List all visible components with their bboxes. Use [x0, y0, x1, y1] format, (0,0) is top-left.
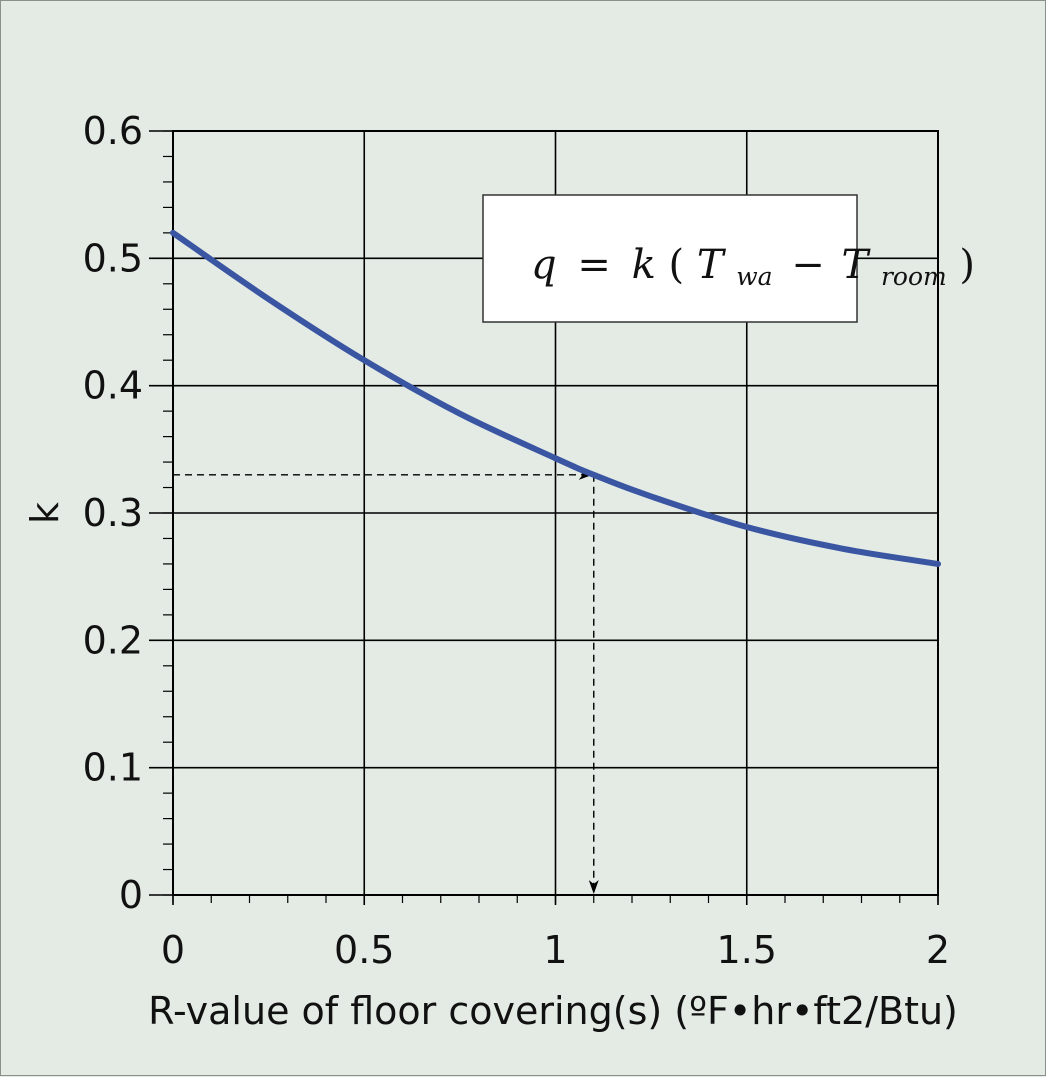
x-tick-label: 2: [926, 928, 950, 972]
x-axis-title: R-value of floor covering(s) (ºF•hr•ft2/…: [148, 989, 958, 1033]
grid-layer: [149, 130, 939, 905]
y-axis-title: k: [23, 502, 67, 524]
x-tick-label: 1.5: [717, 928, 777, 972]
y-tick-label: 0.4: [83, 364, 143, 408]
series-line: [170, 229, 941, 567]
minor-ticks: [163, 130, 939, 903]
series-layer: [170, 229, 941, 567]
x-tick-label: 1: [543, 928, 567, 972]
y-tick-label: 0.3: [83, 491, 143, 535]
formula-box: q = k ( T wa − T room ): [482, 194, 975, 323]
y-tick-label: 0.5: [83, 236, 143, 280]
y-tick-label: 0.2: [83, 618, 143, 662]
formula-text: q = k ( T wa − T room ): [531, 242, 975, 295]
y-tick-label: 0: [119, 873, 143, 917]
tick-labels: 0 0.5 1 1.5 2 0 0.1 0.2 0.3 0.4 0.5 0.6: [83, 109, 951, 972]
y-tick-label: 0.6: [83, 109, 143, 153]
x-tick-label: 0: [161, 928, 185, 972]
formula-box-frame: [482, 194, 858, 323]
x-tick-label: 0.5: [334, 928, 394, 972]
y-tick-label: 0.1: [83, 746, 143, 790]
guide-layer: [173, 469, 599, 894]
